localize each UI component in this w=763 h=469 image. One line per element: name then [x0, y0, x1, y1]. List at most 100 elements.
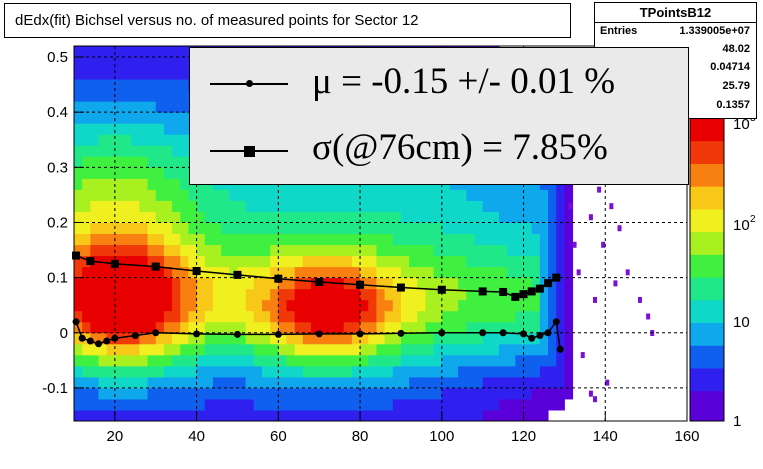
colorbar-cell	[690, 307, 724, 316]
heatmap-cell	[335, 332, 345, 345]
heatmap-cell	[74, 387, 83, 400]
heatmap-cell	[335, 310, 345, 323]
heatmap-cell	[482, 299, 492, 312]
heatmap-cell	[270, 277, 279, 290]
heatmap-cell	[123, 156, 132, 168]
heatmap-cell	[548, 354, 557, 367]
heatmap-cell	[286, 332, 296, 345]
heatmap-cell	[114, 321, 124, 334]
heatmap-cell	[237, 288, 247, 301]
heatmap-cell	[204, 332, 214, 345]
heatmap-cell	[466, 255, 475, 268]
heatmap-cell	[360, 277, 369, 290]
heatmap-cell	[155, 222, 165, 234]
heatmap-cell	[278, 222, 288, 234]
heatmap-cell	[335, 189, 345, 201]
heatmap-cell	[98, 145, 108, 157]
heatmap-cell	[188, 365, 198, 378]
heatmap-cell	[490, 211, 500, 223]
heatmap-cell	[98, 68, 108, 80]
heatmap-cell	[139, 343, 149, 356]
heatmap-cell	[261, 409, 271, 422]
heatmap-cell	[286, 266, 296, 279]
heatmap-cell	[515, 277, 525, 290]
heatmap-cell	[139, 244, 149, 257]
heatmap-cell	[425, 365, 435, 378]
heatmap-cell	[131, 90, 140, 102]
heatmap-cell	[327, 299, 337, 312]
heatmap-cell	[327, 398, 337, 411]
heatmap-cell	[507, 266, 516, 279]
heatmap-cell	[82, 90, 91, 102]
heatmap-cell	[302, 332, 312, 345]
heatmap-cell	[106, 222, 116, 234]
heatmap-cell	[311, 376, 320, 389]
colorbar-cell	[690, 118, 724, 127]
heatmap-cell	[212, 255, 222, 268]
heatmap-cell	[147, 387, 157, 400]
heatmap-cell	[123, 46, 132, 58]
heatmap-cell	[98, 244, 108, 257]
heatmap-cell	[155, 409, 165, 422]
square-data-point	[72, 251, 81, 260]
heatmap-cell	[384, 310, 394, 323]
heatmap-cell	[163, 332, 173, 345]
heatmap-cell	[458, 321, 467, 334]
heatmap-cell	[172, 233, 181, 246]
heatmap-cell	[172, 57, 181, 69]
heatmap-cell	[82, 200, 91, 212]
heatmap-cell	[188, 354, 198, 367]
heatmap-cell	[90, 123, 100, 135]
heatmap-cell	[360, 310, 369, 323]
heatmap-cell	[180, 189, 189, 201]
heatmap-cell	[360, 266, 369, 279]
heatmap-cell	[253, 222, 263, 234]
heatmap-cell	[343, 299, 353, 312]
heatmap-cell	[139, 398, 149, 411]
heatmap-cell	[270, 211, 279, 223]
heatmap-cell	[139, 365, 149, 378]
heatmap-cell	[376, 277, 386, 290]
heatmap-cell	[384, 211, 394, 223]
heatmap-cell	[474, 365, 484, 378]
heatmap-cell	[278, 299, 288, 312]
heatmap-cell	[196, 398, 206, 411]
heatmap-cell	[294, 354, 304, 367]
heatmap-cell	[572, 241, 577, 248]
heatmap-cell	[409, 343, 418, 356]
heatmap-cell	[163, 321, 173, 334]
colorbar-cell	[690, 216, 724, 225]
heatmap-cell	[294, 332, 304, 345]
heatmap-cell	[302, 288, 312, 301]
heatmap-cell	[499, 365, 508, 378]
legend-box: μ = -0.15 +/- 0.01 % σ(@76cm) = 7.85%	[189, 47, 689, 185]
heatmap-cell	[131, 387, 140, 400]
heatmap-cell	[114, 57, 124, 69]
circle-data-point	[552, 318, 560, 326]
heatmap-cell	[106, 156, 116, 168]
heatmap-cell	[392, 222, 402, 234]
heatmap-cell	[523, 211, 533, 223]
heatmap-cell	[433, 299, 443, 312]
heatmap-cell	[90, 409, 100, 422]
heatmap-cell	[449, 332, 459, 345]
heatmap-cell	[98, 310, 108, 323]
heatmap-cell	[180, 266, 189, 279]
stats-value: 48.02	[722, 43, 750, 55]
heatmap-cell	[98, 343, 108, 356]
heatmap-cell	[294, 376, 304, 389]
heatmap-cell	[523, 277, 533, 290]
circle-data-point	[397, 329, 405, 337]
heatmap-cell	[351, 222, 361, 234]
heatmap-cell	[302, 277, 312, 290]
heatmap-cell	[556, 365, 565, 378]
heatmap-cell	[245, 244, 255, 257]
heatmap-cell	[351, 398, 361, 411]
heatmap-cell	[163, 277, 173, 290]
heatmap-cell	[433, 310, 443, 323]
heatmap-cell	[139, 46, 149, 58]
heatmap-cell	[229, 299, 238, 312]
heatmap-cell	[294, 343, 304, 356]
heatmap-cell	[433, 332, 443, 345]
heatmap-cell	[123, 233, 132, 246]
